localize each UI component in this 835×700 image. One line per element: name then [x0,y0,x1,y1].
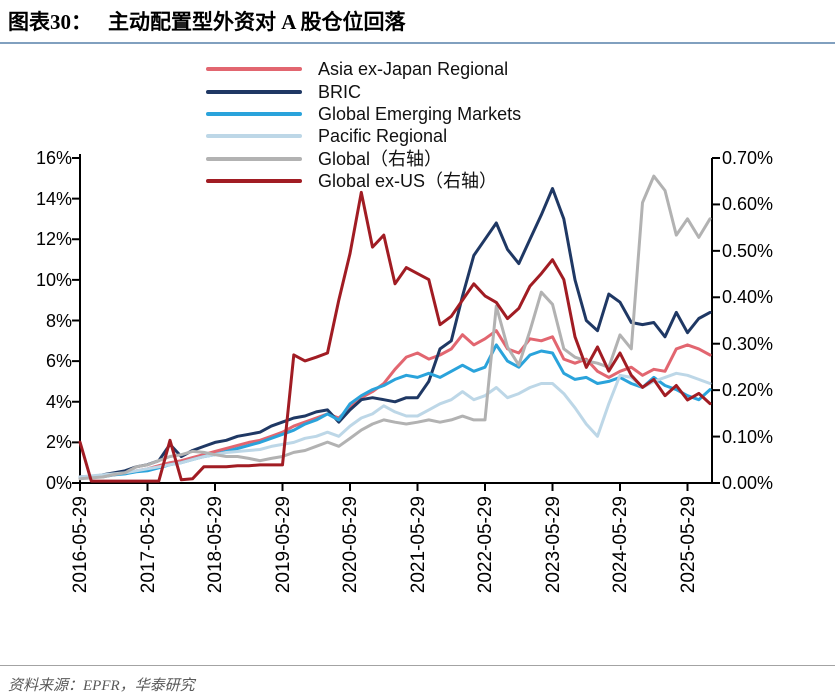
right-axis-tick-label: 0.50% [722,240,774,261]
series-asia-ex-japan [78,329,712,479]
figure-number-label: 图表30： [8,10,92,34]
legend-label: Asia ex-Japan Regional [318,59,509,80]
legend-line-swatch [206,156,302,161]
legend-label: Pacific Regional [318,126,448,147]
legend-label: Global ex-US（右轴） [318,171,498,192]
right-axis-tick-label: 0.00% [722,473,774,493]
x-axis-tick-label: 2016-05-29 [70,496,91,594]
legend-label: BRIC [318,81,362,102]
right-axis-tick-label: 0.10% [722,426,774,447]
legend-item-global: Global（右轴） [206,148,521,170]
series-global [78,174,712,481]
x-axis-tick-label: 2024-05-29 [610,496,631,594]
right-axis-tick-label: 0.20% [722,380,774,401]
left-axis-tick-label: 16% [35,148,72,168]
legend-line-swatch [206,134,302,139]
right-axis-tick-label: 0.60% [722,194,774,215]
legend-line-swatch [206,67,302,72]
source-note: 资料来源：EPFR，华泰研究 [8,678,195,694]
left-axis-tick-label: 2% [45,432,72,453]
x-axis-tick-label: 2022-05-29 [475,496,496,594]
chart-legend: Asia ex-Japan Regional BRIC Global Emergin… [206,58,521,192]
series-bric [78,187,712,479]
legend-line-swatch [206,179,302,184]
legend-item-gem: Global Emerging Markets [206,103,521,125]
left-axis-tick-label: 14% [35,188,72,209]
left-axis-tick-label: 8% [45,310,72,331]
x-axis-tick-label: 2018-05-29 [205,496,226,594]
x-axis-tick-label: 2021-05-29 [407,496,429,594]
legend-line-swatch [206,111,302,116]
x-axis-tick-label: 2019-05-29 [272,496,294,594]
legend-item-global-ex-us: Global ex-US（右轴） [206,170,521,192]
right-axis-tick-label: 0.30% [722,333,774,354]
legend-item-bric: BRIC [206,80,521,102]
x-axis-tick-label: 2025-05-29 [677,496,699,594]
right-axis-tick-label: 0.40% [722,287,774,308]
series-pacific [78,371,712,479]
x-axis-tick-label: 2020-05-29 [340,496,361,594]
x-axis-tick-label: 2017-05-29 [137,496,159,594]
footer-divider-rule [0,665,835,666]
figure-title: 图表30： 主动配置型外资对 A 股仓位回落 [8,6,406,36]
x-axis-tick-label: 2023-05-29 [542,496,564,594]
left-axis-tick-label: 6% [45,351,72,372]
title-divider-rule [0,42,835,44]
left-axis-tick-label: 0% [45,473,72,493]
plot-canvas [72,154,720,491]
legend-label: Global Emerging Markets [318,103,522,124]
left-axis-tick-label: 4% [45,391,72,412]
right-axis-tick-label: 0.70% [722,148,774,168]
left-axis-tick-label: 12% [35,229,72,250]
legend-item-asia-ex-japan: Asia ex-Japan Regional [206,58,521,80]
series-global-ex-us [78,190,712,483]
line-chart: 0% 2% 4% 6% 8% 10% 12% 14% 16% 0.00% 0.10% 0.20% 0.… [35,58,774,594]
legend-label: Global（右轴） [318,148,443,169]
figure-title-text: 主动配置型外资对 A 股仓位回落 [108,10,406,34]
legend-item-pacific: Pacific Regional [206,125,521,147]
legend-line-swatch [206,89,302,94]
left-axis-tick-label: 10% [35,269,72,290]
